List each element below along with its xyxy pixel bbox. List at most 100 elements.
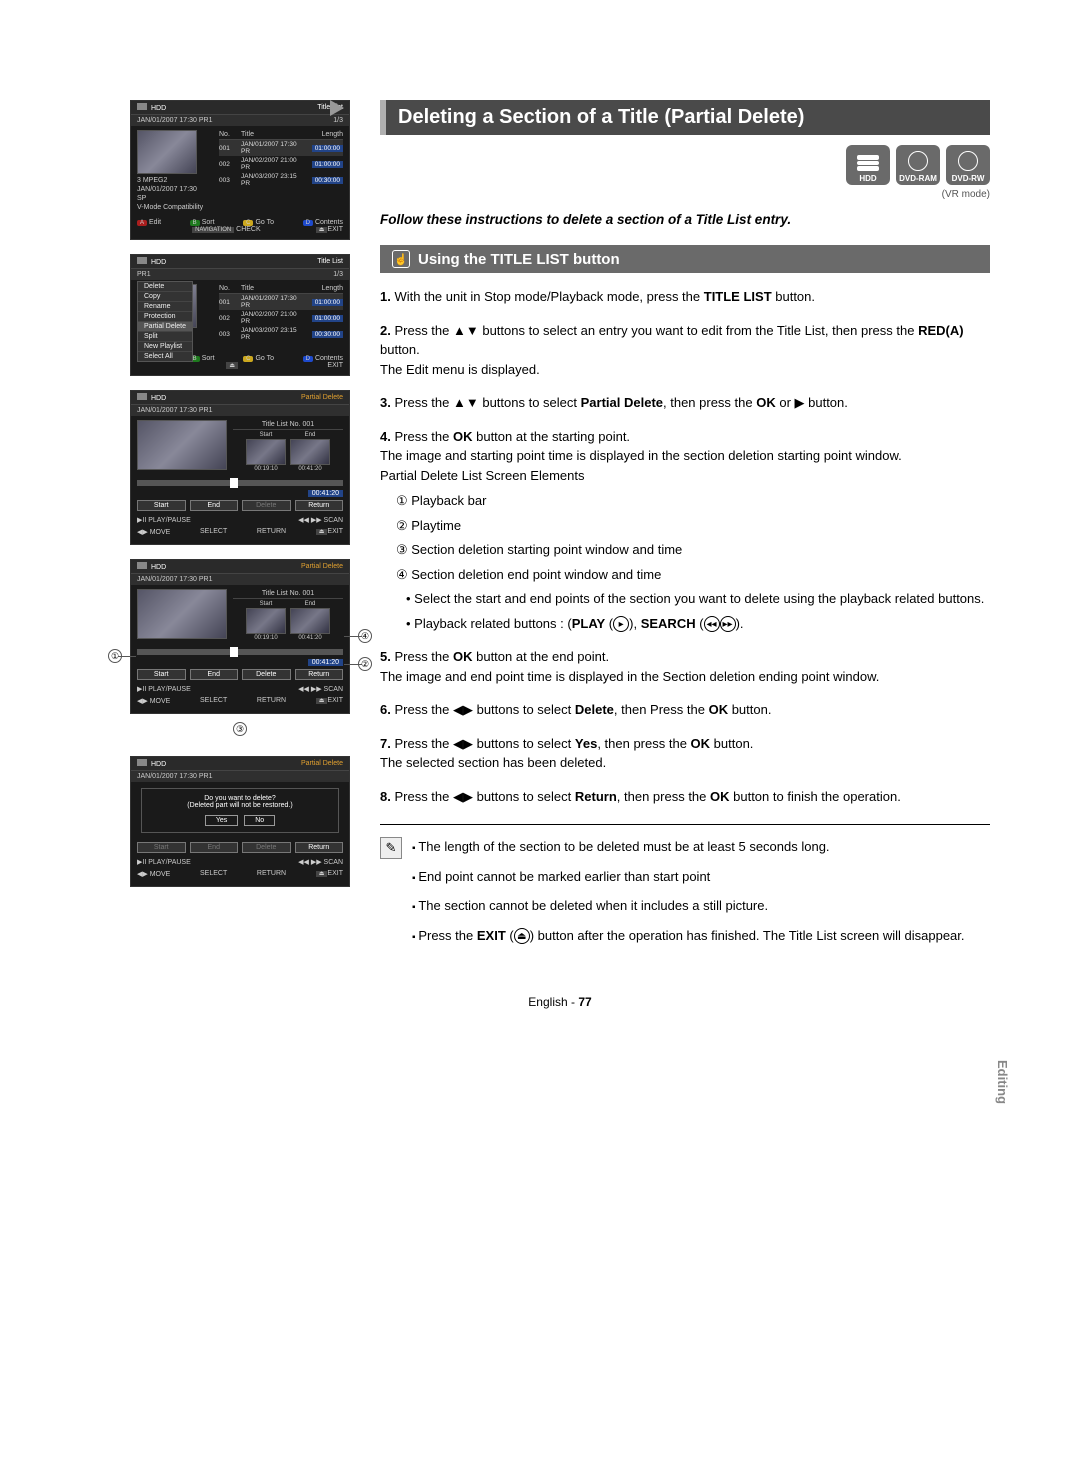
menu-rename: Rename bbox=[138, 302, 192, 312]
panel-count: 1/3 bbox=[333, 117, 343, 124]
row-len: 00:30:00 bbox=[312, 331, 343, 338]
pd-preview bbox=[137, 420, 227, 470]
row-len: 01:00:00 bbox=[312, 315, 343, 322]
menu-select-all: Select All bbox=[138, 352, 192, 361]
foot-edit: Edit bbox=[149, 219, 161, 226]
pd-foot-move: ◀▶ MOVE bbox=[137, 697, 170, 705]
side-tab: Editing bbox=[995, 1060, 1010, 1104]
row-title: JAN/02/2007 21:00 PR bbox=[241, 311, 306, 325]
note-3: The section cannot be deleted when it in… bbox=[412, 896, 965, 916]
step-8: 8. Press the ◀▶ buttons to select Return… bbox=[380, 787, 990, 807]
col-title: Title bbox=[241, 131, 316, 138]
pd-foot-playpause: ▶II PLAY/PAUSE bbox=[137, 685, 191, 693]
pd-btn-delete: Delete bbox=[242, 842, 291, 853]
partial-delete-panel-1: HDD Partial Delete JAN/01/2007 17:30 PR1… bbox=[130, 390, 350, 545]
row-no: 003 bbox=[219, 177, 235, 184]
foot-sort: Sort bbox=[202, 355, 215, 362]
panel-date: JAN/01/2007 17:30 PR1 bbox=[137, 773, 213, 780]
sub-heading: ☝ Using the TITLE LIST button bbox=[380, 245, 990, 273]
pd-element-2: ② Playtime bbox=[396, 516, 990, 536]
title-list-caption: Title List bbox=[317, 258, 343, 265]
col-title: Title bbox=[241, 285, 316, 292]
step-2: 2. Press the ▲▼ buttons to select an ent… bbox=[380, 321, 990, 380]
step-3: 3. Press the ▲▼ buttons to select Partia… bbox=[380, 393, 990, 413]
play-icon: ▸ bbox=[613, 616, 629, 632]
step-7: 7. Press the ◀▶ buttons to select Yes, t… bbox=[380, 734, 990, 773]
pd-foot-exit: EXIT bbox=[327, 870, 343, 877]
foot-exit: EXIT bbox=[327, 362, 343, 369]
sub-heading-text: Using the TITLE LIST button bbox=[418, 251, 620, 268]
foot-goto: Go To bbox=[255, 219, 274, 226]
title-list-edit-panel: HDD Title List PR11/3 17:30 atibility No… bbox=[130, 254, 350, 376]
intro-text: Follow these instructions to delete a se… bbox=[380, 212, 990, 227]
foot-navi: NAVIGATION bbox=[192, 227, 234, 233]
note-box: ✎ The length of the section to be delete… bbox=[380, 824, 990, 955]
pd-btn-delete: Delete bbox=[242, 669, 291, 680]
col-no: No. bbox=[219, 131, 235, 138]
foot-sort: Sort bbox=[202, 219, 215, 226]
pd-start-time: 00:19:10 bbox=[246, 635, 286, 641]
info-time: JAN/01/2007 17:30 bbox=[137, 186, 217, 193]
pd-btn-end: End bbox=[190, 500, 239, 511]
title-list-panel: HDD Title List JAN/01/2007 17:30 PR11/3 … bbox=[130, 100, 350, 240]
pd-btn-return: Return bbox=[295, 842, 344, 853]
pd-element-4: ④ Section deletion end point window and … bbox=[396, 565, 990, 585]
page-language: English bbox=[528, 995, 567, 1009]
search-back-icon: ◂◂ bbox=[704, 616, 720, 632]
col-no: No. bbox=[219, 285, 235, 292]
section-heading: Deleting a Section of a Title (Partial D… bbox=[380, 100, 990, 135]
pd-element-3: ③ Section deletion starting point window… bbox=[396, 540, 990, 560]
pointer-arrow-icon bbox=[330, 100, 344, 116]
menu-copy: Copy bbox=[138, 292, 192, 302]
pd-foot-return: RETURN bbox=[257, 697, 286, 705]
note-2: End point cannot be marked earlier than … bbox=[412, 867, 965, 887]
dialog-question: Do you want to delete? bbox=[148, 795, 332, 802]
row-title: JAN/01/2007 17:30 PR bbox=[241, 295, 306, 309]
foot-contents: Contents bbox=[315, 219, 343, 226]
pd-start-time: 00:19:10 bbox=[246, 466, 286, 472]
media-dvdrw-icon: DVD-RW bbox=[946, 145, 990, 185]
step-1: 1. With the unit in Stop mode/Playback m… bbox=[380, 287, 990, 307]
dialog-subtext: (Deleted part will not be restored.) bbox=[148, 802, 332, 809]
pd-foot-exit: EXIT bbox=[327, 697, 343, 704]
row-title: JAN/03/2007 23:15 PR bbox=[241, 173, 306, 187]
exit-icon: ⏏ bbox=[514, 928, 530, 944]
hdd-label: HDD bbox=[151, 395, 166, 402]
media-badges: HDD DVD-RAM DVD-RW bbox=[380, 145, 990, 185]
media-hdd-label: HDD bbox=[859, 174, 876, 183]
screenshot-column: HDD Title List JAN/01/2007 17:30 PR11/3 … bbox=[130, 100, 350, 955]
step4-bullet-2: Playback related buttons : (PLAY (▸), SE… bbox=[406, 614, 990, 634]
panel-date: JAN/01/2007 17:30 PR1 bbox=[137, 576, 213, 583]
row-len: 01:00:00 bbox=[312, 145, 343, 152]
foot-goto: Go To bbox=[255, 355, 274, 362]
pd-btn-end: End bbox=[190, 669, 239, 680]
pd-end-label: End bbox=[290, 432, 330, 438]
pd-foot-scan: ◀◀ ▶▶ SCAN bbox=[298, 685, 343, 693]
instruction-steps: 1. With the unit in Stop mode/Playback m… bbox=[380, 287, 990, 806]
pd-foot-scan: ◀◀ ▶▶ SCAN bbox=[298, 516, 343, 524]
pd-foot-select: SELECT bbox=[200, 528, 227, 536]
pd-total-time: 00:41:20 bbox=[308, 490, 343, 497]
pd-btn-end: End bbox=[190, 842, 239, 853]
step-6: 6. Press the ◀▶ buttons to select Delete… bbox=[380, 700, 990, 720]
page-number: 77 bbox=[578, 995, 591, 1009]
pd-foot-return: RETURN bbox=[257, 870, 286, 878]
row-len: 00:30:00 bbox=[312, 177, 343, 184]
note-icon: ✎ bbox=[380, 837, 402, 859]
menu-pr: PR1 bbox=[137, 271, 151, 278]
info-sp: SP bbox=[137, 195, 217, 202]
col-len: Length bbox=[322, 285, 343, 292]
preview-thumb bbox=[137, 130, 197, 174]
hdd-label: HDD bbox=[151, 564, 166, 571]
pd-btn-start: Start bbox=[137, 669, 186, 680]
pd-preview bbox=[137, 589, 227, 639]
menu-protection: Protection bbox=[138, 312, 192, 322]
callout-3: ③ bbox=[233, 722, 247, 736]
pd-btn-return: Return bbox=[295, 500, 344, 511]
pd-start-label: Start bbox=[246, 432, 286, 438]
hand-icon: ☝ bbox=[392, 250, 410, 268]
menu-new-playlist: New Playlist bbox=[138, 342, 192, 352]
vr-mode-note: (VR mode) bbox=[380, 189, 990, 200]
pd-btn-delete: Delete bbox=[242, 500, 291, 511]
media-hdd-icon: HDD bbox=[846, 145, 890, 185]
